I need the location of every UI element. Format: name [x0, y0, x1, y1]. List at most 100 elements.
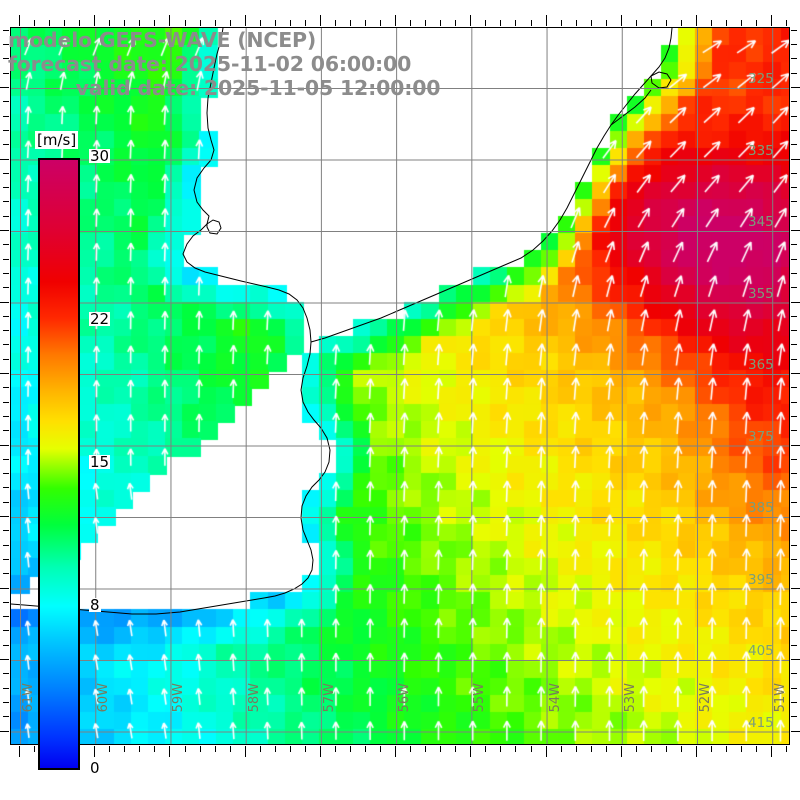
axis-tick	[791, 588, 800, 589]
axis-tick	[791, 731, 800, 732]
axis-tick	[791, 630, 797, 631]
axis-tick	[49, 20, 50, 26]
colorbar-tick-15: 15	[89, 453, 111, 471]
axis-tick	[3, 201, 9, 202]
axis-tick	[245, 746, 246, 757]
axis-tick	[350, 20, 351, 26]
latitude-label: 365	[748, 357, 774, 373]
axis-tick	[260, 746, 261, 752]
latitude-label: 345	[748, 214, 774, 230]
axis-tick	[3, 144, 9, 145]
axis-tick	[154, 746, 155, 752]
axis-tick	[139, 20, 140, 26]
axis-tick	[3, 630, 9, 631]
axis-tick	[485, 20, 486, 26]
axis-tick	[470, 746, 471, 757]
latitude-label: 395	[748, 571, 774, 588]
axis-tick	[169, 746, 170, 757]
axis-tick	[260, 20, 261, 26]
axis-tick	[3, 530, 9, 531]
axis-tick	[606, 746, 607, 752]
axis-tick	[3, 244, 9, 245]
axis-tick	[726, 20, 727, 26]
axis-tick	[124, 20, 125, 26]
axis-tick	[3, 216, 9, 217]
longitude-label: 53W	[622, 683, 638, 713]
axis-tick	[139, 746, 140, 752]
axis-tick	[791, 716, 797, 717]
axis-tick	[3, 487, 9, 488]
axis-tick	[185, 20, 186, 26]
axis-tick	[3, 702, 9, 703]
axis-tick	[335, 746, 336, 752]
axis-tick	[3, 130, 9, 131]
axis-tick	[124, 746, 125, 752]
axis-tick	[791, 416, 797, 417]
axis-tick	[425, 746, 426, 752]
axis-tick	[651, 746, 652, 752]
axis-tick	[756, 20, 757, 26]
axis-tick	[200, 20, 201, 26]
latitude-label: 335	[748, 142, 774, 159]
axis-tick	[791, 230, 800, 231]
axis-tick	[791, 73, 797, 74]
axis-tick	[696, 746, 697, 757]
axis-tick	[791, 502, 797, 503]
colorbar-unit-label: [m/s]	[35, 131, 79, 149]
longitude-label: 54W	[547, 683, 563, 713]
axis-tick	[3, 559, 9, 560]
axis-tick	[485, 746, 486, 752]
axis-tick	[215, 746, 216, 752]
axis-tick	[791, 602, 797, 603]
axis-tick	[109, 746, 110, 752]
latitude-label: 405	[748, 643, 774, 659]
axis-tick	[791, 616, 797, 617]
colorbar-tick-30: 30	[89, 147, 111, 165]
axis-tick	[791, 659, 800, 660]
axis-tick	[546, 746, 547, 757]
axis-tick	[576, 20, 577, 26]
axis-tick	[440, 746, 441, 752]
axis-tick	[290, 20, 291, 26]
axis-tick	[791, 530, 797, 531]
colorbar-tick-22: 22	[89, 310, 111, 329]
plot-area	[10, 27, 790, 745]
axis-tick	[3, 416, 9, 417]
axis-tick	[3, 101, 9, 102]
axis-tick	[791, 87, 800, 88]
axis-tick	[771, 746, 772, 757]
axis-tick	[791, 173, 797, 174]
axis-tick	[791, 459, 797, 460]
axis-tick	[531, 746, 532, 752]
axis-tick	[636, 746, 637, 752]
axis-tick	[681, 746, 682, 752]
longitude-label: 59W	[171, 683, 187, 713]
axis-tick	[711, 20, 712, 26]
axis-tick	[3, 688, 9, 689]
axis-tick	[666, 20, 667, 26]
axis-tick	[455, 746, 456, 752]
axis-tick	[606, 20, 607, 26]
axis-tick	[3, 58, 9, 59]
axis-tick	[3, 316, 9, 317]
axis-tick	[3, 387, 9, 388]
axis-tick	[791, 259, 797, 260]
wind-direction-arrow-layer	[11, 28, 789, 744]
axis-tick	[791, 430, 797, 431]
axis-tick	[791, 559, 797, 560]
axis-tick	[79, 20, 80, 26]
axis-tick	[410, 746, 411, 752]
axis-tick	[786, 20, 787, 26]
axis-tick	[3, 402, 9, 403]
axis-tick	[440, 20, 441, 26]
axis-tick	[0, 373, 9, 374]
axis-tick	[791, 344, 797, 345]
latitude-label: 385	[748, 500, 774, 516]
axis-tick	[380, 20, 381, 26]
axis-tick	[34, 746, 35, 752]
axis-tick	[3, 187, 9, 188]
axis-tick	[791, 187, 797, 188]
axis-tick	[561, 20, 562, 26]
longitude-label: 56W	[397, 683, 413, 713]
axis-tick	[230, 20, 231, 26]
